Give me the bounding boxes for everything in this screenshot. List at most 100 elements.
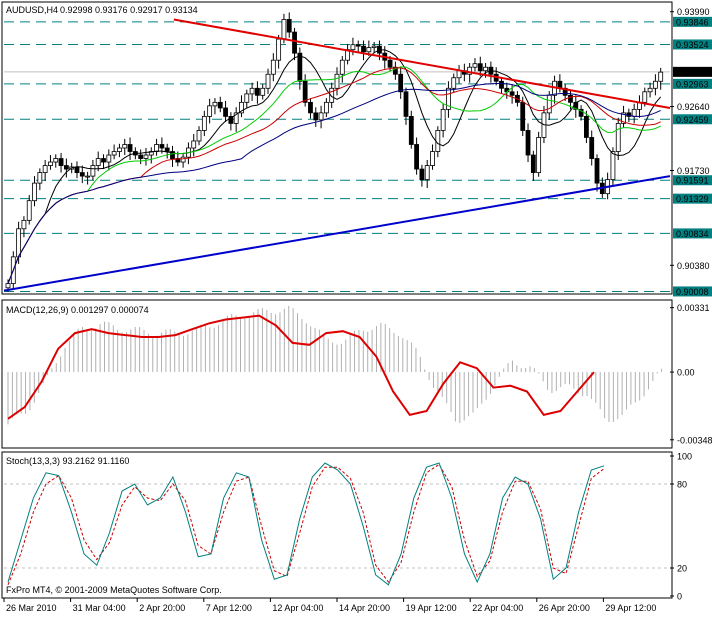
candle-body — [276, 38, 282, 61]
stoch-tick-label: 20 — [677, 564, 687, 574]
macd-label: MACD(12,26,9) 0.001297 0.000074 — [6, 305, 149, 315]
time-label: 19 Apr 12:00 — [406, 603, 457, 613]
price-level-tag — [673, 286, 712, 297]
time-label: 7 Apr 12:00 — [206, 603, 252, 613]
time-label: 22 Apr 04:00 — [472, 603, 523, 613]
candle-body — [265, 73, 271, 89]
time-label: 26 Apr 20:00 — [539, 603, 590, 613]
candle-body — [170, 151, 175, 159]
candle-body — [85, 175, 90, 178]
price-level-label: 0.91591 — [676, 176, 709, 186]
candle-body — [520, 101, 526, 131]
price-level-tag — [673, 228, 712, 239]
price-level-tag — [673, 16, 712, 27]
candle-body — [594, 158, 600, 184]
current-price-label: 0.93134 — [676, 67, 709, 77]
candle-body — [95, 158, 101, 166]
price-panel — [3, 12, 671, 292]
stoch-tick-label: 0 — [677, 592, 682, 602]
candle-body — [58, 158, 64, 166]
candle-body — [323, 101, 329, 114]
candle-body — [239, 101, 244, 114]
candle-body — [143, 154, 149, 159]
candle-body — [244, 93, 250, 103]
candle-body — [233, 112, 239, 124]
candle-body — [647, 87, 653, 93]
candle-body — [223, 107, 228, 117]
macd-tick-label: 0.00331 — [677, 303, 710, 313]
candle-body — [440, 108, 446, 131]
candle-body — [297, 52, 303, 82]
candle-body — [292, 31, 297, 54]
candle-body — [499, 80, 504, 89]
candle-body — [424, 165, 430, 181]
candle-body — [392, 66, 398, 75]
candle-body — [127, 144, 133, 152]
candle-body — [477, 63, 483, 72]
candle-body — [90, 165, 96, 177]
candle-body — [589, 137, 595, 159]
candle-body — [196, 130, 202, 142]
candle-body — [5, 283, 11, 289]
time-label: 12 Apr 04:00 — [272, 603, 323, 613]
time-label: 2 Apr 20:00 — [139, 603, 185, 613]
ma-green-line — [7, 66, 661, 284]
candle-body — [509, 91, 515, 96]
candle-body — [568, 94, 573, 103]
candle-body — [26, 200, 32, 221]
price-panel-frame — [1, 1, 673, 295]
price-level-label: 0.92963 — [676, 79, 709, 89]
candle-body — [228, 115, 234, 124]
candle-body — [249, 87, 255, 95]
macd-signal-line — [7, 314, 595, 420]
current-price-tag — [673, 66, 712, 77]
price-tick-label: 0.92640 — [677, 102, 710, 112]
chart-title: AUDUSD,H4 — [6, 5, 58, 15]
candle-body — [191, 140, 197, 149]
candle-body — [642, 91, 648, 103]
time-label: 14 Apr 20:00 — [339, 603, 390, 613]
candle-body — [286, 19, 292, 33]
macd-tick-label: 0.00 — [677, 368, 695, 378]
candle-body — [42, 165, 48, 173]
candle-body — [16, 228, 22, 258]
candle-body — [217, 101, 223, 109]
candle-body — [74, 166, 80, 173]
candle-body — [329, 87, 335, 103]
price-level-tag — [673, 78, 712, 89]
candle-body — [255, 87, 260, 96]
price-level-tag — [673, 39, 712, 50]
stoch-tick-label: 80 — [677, 480, 687, 490]
candle-body — [371, 45, 377, 48]
candle-body — [63, 165, 69, 170]
price-level-label: 0.93846 — [676, 17, 709, 27]
candle-body — [270, 59, 276, 75]
candle-body — [525, 130, 531, 156]
candle-body — [430, 151, 435, 166]
stoch-main-line — [7, 462, 605, 586]
stoch-panel — [4, 462, 670, 586]
price-level-label: 0.93524 — [676, 40, 709, 50]
price-level-label: 0.92459 — [676, 115, 709, 125]
candle-body — [318, 112, 324, 121]
candle-body — [546, 94, 552, 114]
candle-body — [621, 112, 626, 124]
candle-body — [122, 144, 128, 149]
price-level-label: 0.90008 — [676, 287, 709, 297]
price-level-tag — [673, 193, 712, 204]
candle-body — [578, 108, 584, 117]
candle-body — [456, 70, 462, 79]
candle-body — [631, 108, 637, 117]
resistance-trendline — [173, 18, 671, 109]
candle-body — [117, 147, 122, 152]
price-level-label: 0.90834 — [676, 229, 709, 239]
candle-body — [446, 87, 451, 110]
candle-body — [21, 219, 27, 230]
candle-body — [260, 87, 266, 96]
price-level-tag — [673, 114, 712, 125]
copyright-text: FxPro MT4, © 2001-2009 MetaQuotes Softwa… — [6, 585, 222, 595]
candle-body — [37, 172, 43, 184]
